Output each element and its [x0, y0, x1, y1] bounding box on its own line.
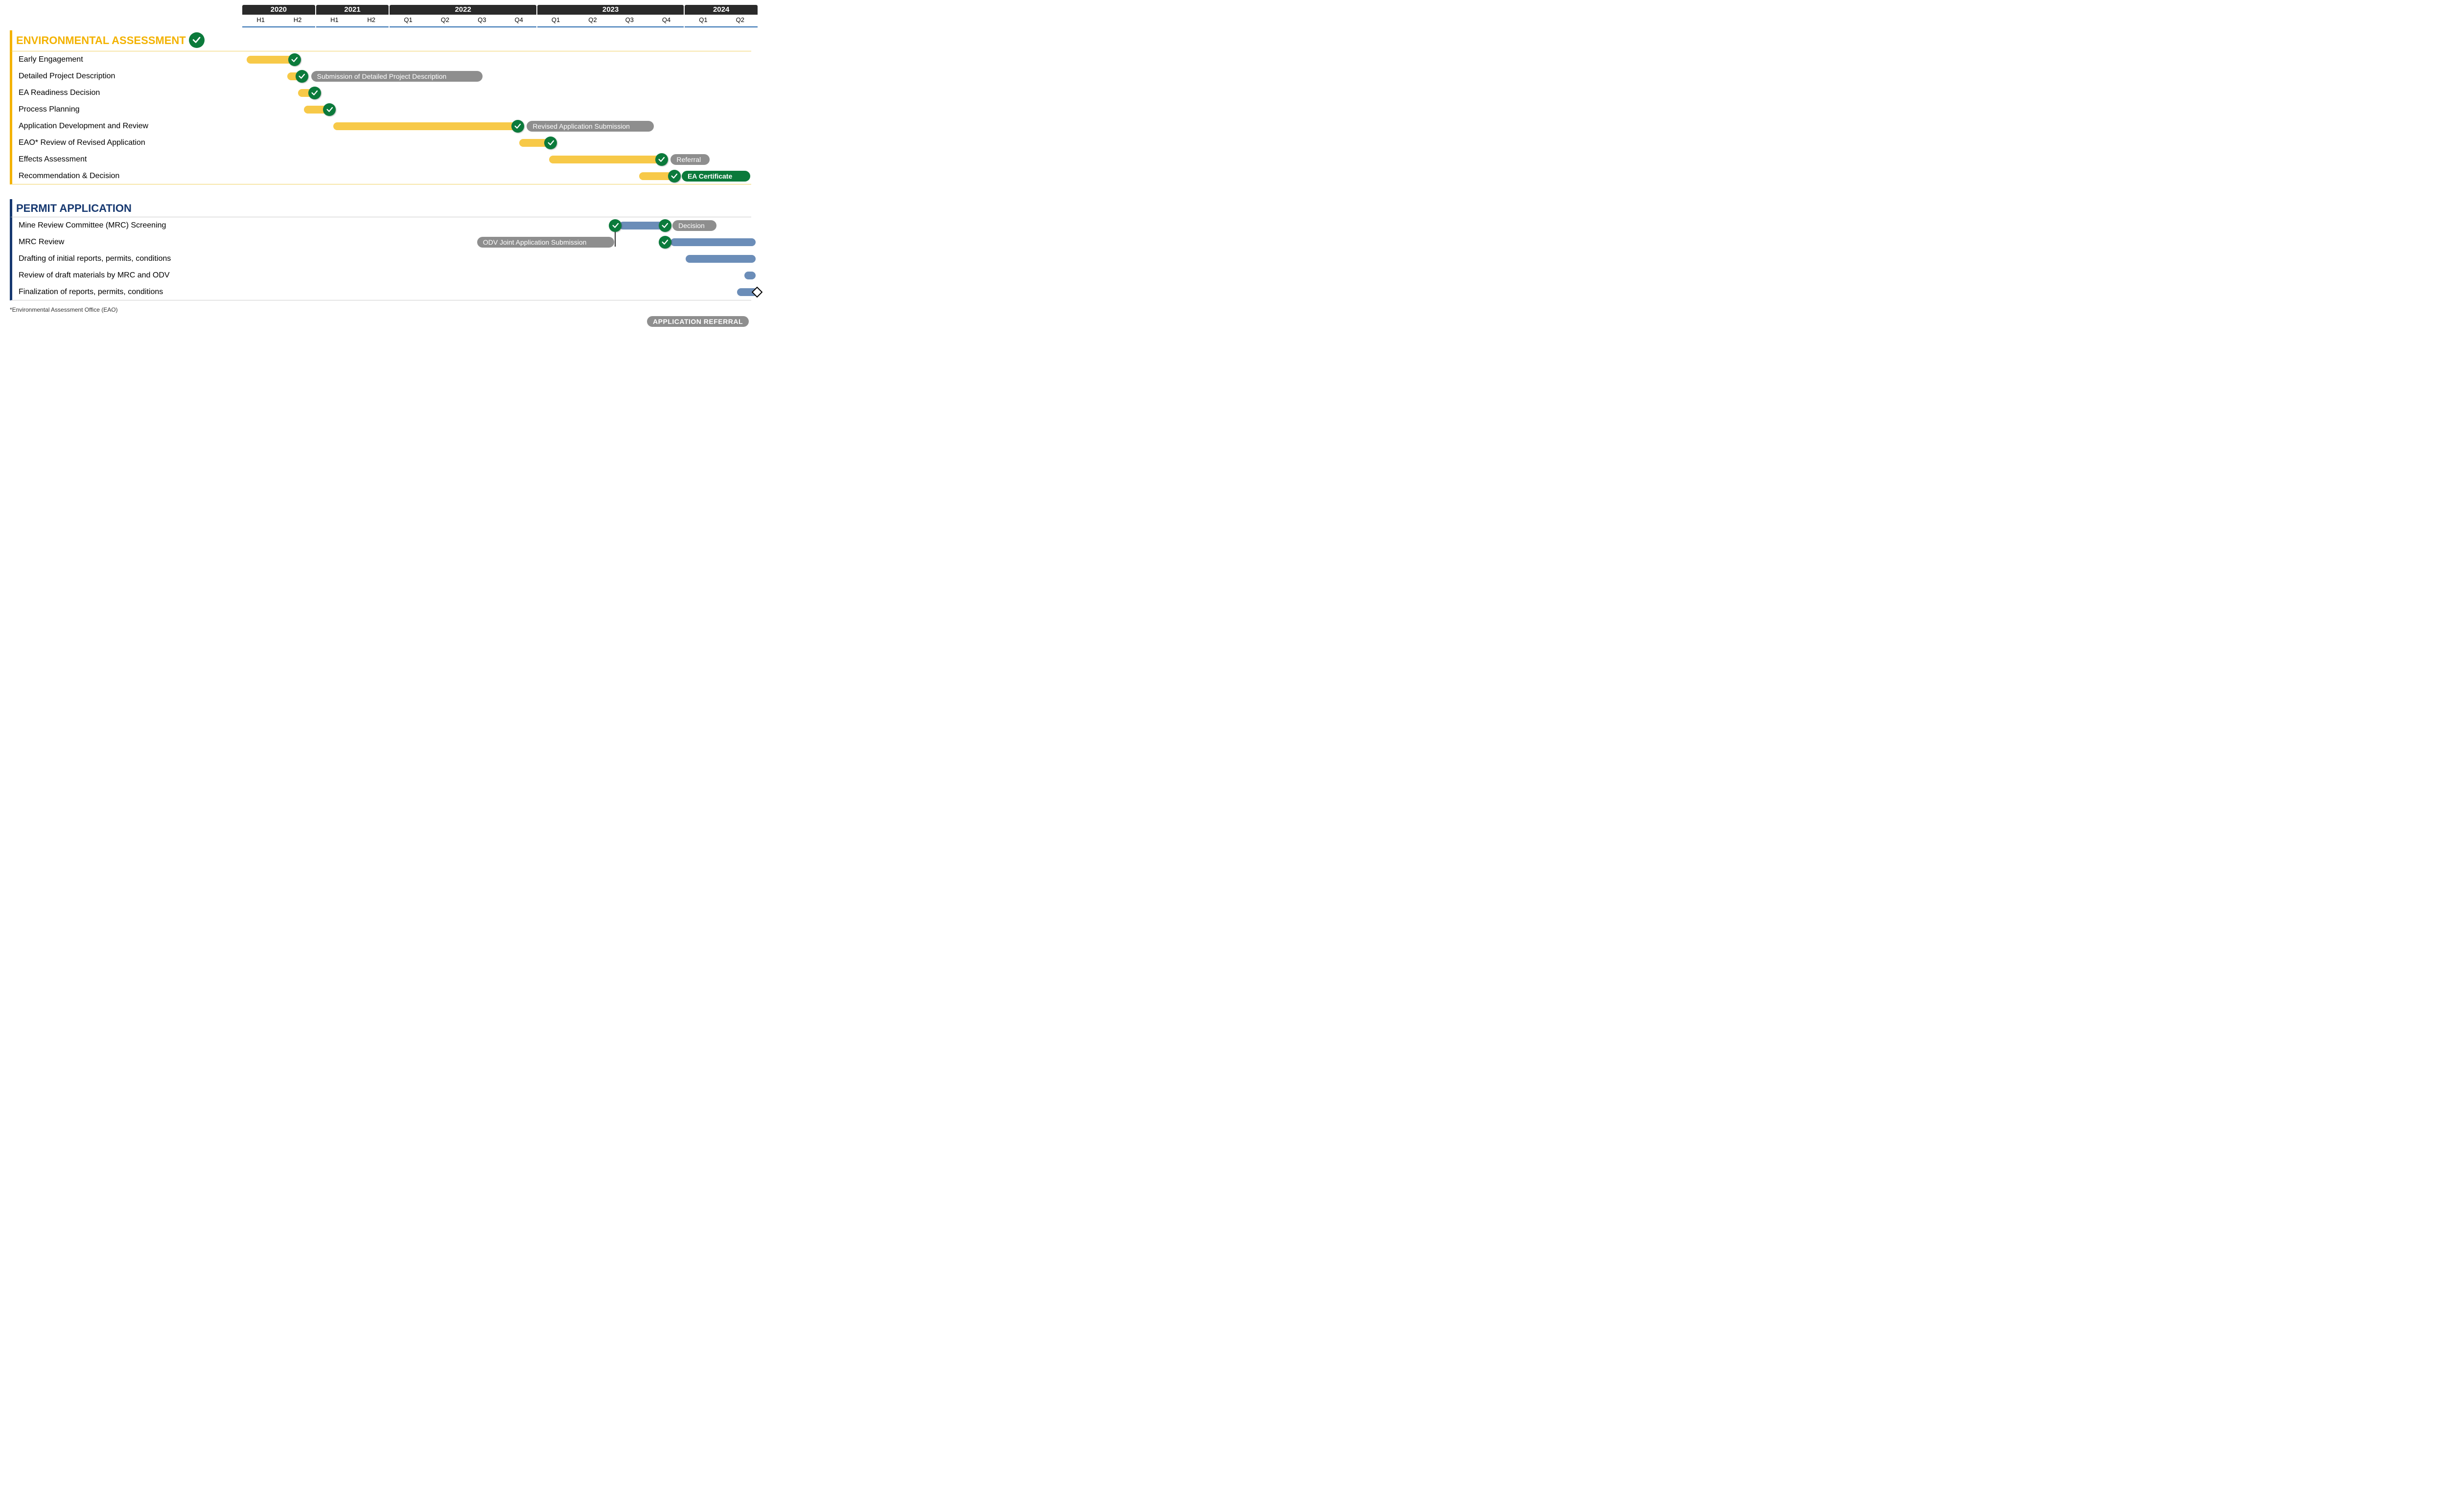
row-label: EA Readiness Decision: [19, 89, 100, 97]
year-header: 2023: [537, 5, 684, 15]
gantt-row: Effects Assessment Referral: [10, 151, 751, 168]
gantt-bar: [549, 156, 664, 163]
gantt-row: Finalization of reports, permits, condit…: [10, 284, 751, 300]
row-label: EAO* Review of Revised Application: [19, 138, 145, 147]
gantt-row: Process Planning: [10, 101, 751, 118]
sub-period-label: Q1: [685, 15, 721, 25]
sub-period-label: Q3: [611, 15, 648, 25]
milestone-pill: ODV Joint Application Submission: [477, 237, 614, 248]
row-label: Recommendation & Decision: [19, 172, 119, 180]
row-label: Effects Assessment: [19, 155, 87, 163]
sub-period-label: H1: [316, 15, 353, 25]
gantt-row: Early Engagement: [10, 51, 751, 68]
row-label: Application Development and Review: [19, 122, 148, 130]
sub-period-label: Q1: [390, 15, 426, 25]
sub-period-label: Q3: [463, 15, 500, 25]
section-title-permit: PERMIT APPLICATION: [10, 199, 751, 217]
sub-period-label: Q4: [501, 15, 537, 25]
bottom-pill-text: APPLICATION REFERRAL: [647, 316, 749, 327]
year-header: 2020: [242, 5, 315, 15]
year-header: 2021: [316, 5, 389, 15]
sub-period-label: H2: [353, 15, 390, 25]
gantt-bar: [686, 255, 756, 263]
check-icon: [659, 219, 671, 232]
year-header: 2024: [685, 5, 758, 15]
gantt-row: EA Readiness Decision: [10, 85, 751, 101]
milestone-pill: Revised Application Submission: [527, 121, 654, 132]
year-header: 2022: [390, 5, 536, 15]
gantt-row: Drafting of initial reports, permits, co…: [10, 251, 751, 267]
row-label: Drafting of initial reports, permits, co…: [19, 254, 171, 263]
sub-period-label: H1: [242, 15, 279, 25]
milestone-pill: Decision: [672, 220, 716, 231]
check-icon: [668, 170, 681, 183]
check-icon: [659, 236, 671, 249]
gantt-row: MRC Review ODV Joint Application Submissi…: [10, 234, 751, 251]
check-icon: [189, 32, 205, 48]
section-title-text: PERMIT APPLICATION: [16, 202, 132, 214]
gantt-bar: [744, 272, 756, 279]
sub-period-label: Q2: [427, 15, 463, 25]
footnote: *Environmental Assessment Office (EAO): [10, 306, 751, 313]
row-label: Detailed Project Description: [19, 72, 115, 80]
gantt-row: Mine Review Committee (MRC) Screening Dec…: [10, 217, 751, 234]
sections-container: ENVIRONMENTAL ASSESSMENT Early Engagement…: [10, 30, 751, 300]
sub-period-label: Q2: [574, 15, 611, 25]
gantt-row: Detailed Project Description Submission o…: [10, 68, 751, 85]
gantt-row: EAO* Review of Revised Application: [10, 135, 751, 151]
check-icon: [308, 87, 321, 99]
gantt-chart: 2020H1H22021H1H22022Q1Q2Q3Q42023Q1Q2Q3Q4…: [10, 5, 751, 313]
check-icon: [511, 120, 524, 133]
gantt-bar: [333, 122, 523, 130]
gantt-bar: [247, 56, 295, 64]
sub-period-label: Q4: [648, 15, 685, 25]
section-title-ea: ENVIRONMENTAL ASSESSMENT: [10, 30, 751, 51]
gantt-row: Application Development and Review Revise…: [10, 118, 751, 135]
row-label: Process Planning: [19, 105, 80, 114]
milestone-pill: EA Certificate: [682, 171, 750, 182]
section-title-text: ENVIRONMENTAL ASSESSMENT: [16, 34, 186, 46]
sub-period-label: H2: [279, 15, 316, 25]
row-label: Early Engagement: [19, 55, 83, 64]
check-icon: [544, 137, 557, 149]
gantt-row: Review of draft materials by MRC and ODV: [10, 267, 751, 284]
check-icon: [288, 53, 301, 66]
check-icon: [296, 70, 308, 83]
check-icon: [655, 153, 668, 166]
row-label: Review of draft materials by MRC and ODV: [19, 271, 170, 279]
sub-period-label: Q1: [537, 15, 574, 25]
check-icon: [609, 219, 622, 232]
row-label: Finalization of reports, permits, condit…: [19, 288, 163, 296]
check-icon: [323, 103, 336, 116]
row-label: MRC Review: [19, 238, 64, 246]
sub-period-label: Q2: [722, 15, 759, 25]
milestone-pill: Referral: [670, 154, 710, 165]
gantt-row: Recommendation & Decision EA Certificate: [10, 168, 751, 184]
gantt-bar: [670, 238, 755, 246]
row-label: Mine Review Committee (MRC) Screening: [19, 221, 166, 229]
milestone-pill: Submission of Detailed Project Descripti…: [311, 71, 483, 82]
timeline-header: 2020H1H22021H1H22022Q1Q2Q3Q42023Q1Q2Q3Q4…: [10, 5, 751, 27]
